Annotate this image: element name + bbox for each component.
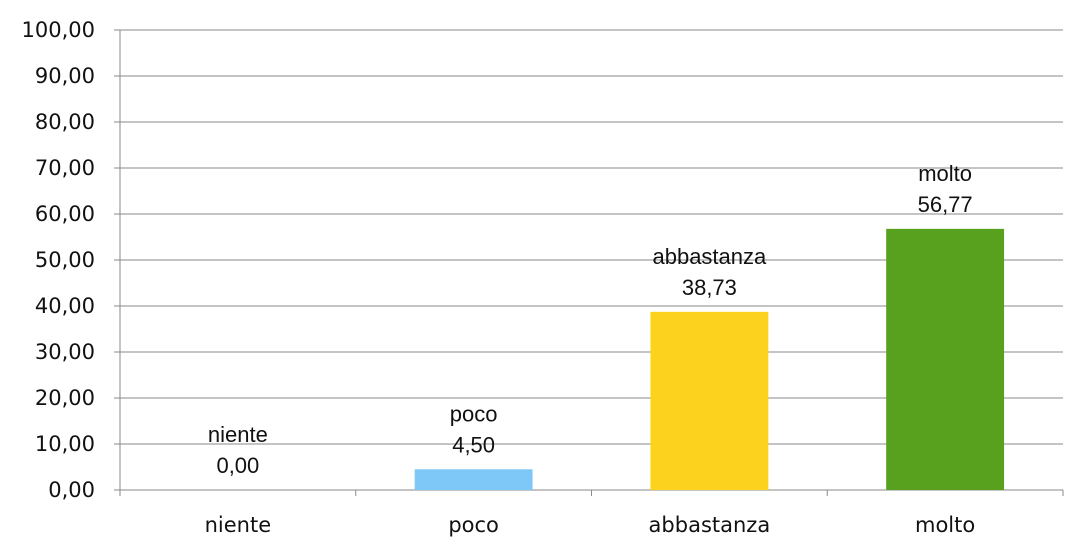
y-tick-label: 90,00 [35,64,95,88]
data-labels: niente 0,00 poco 4,50 abbastanza 38,73 molto 56… [208,161,973,478]
data-label-value: 38,73 [682,275,737,300]
data-label-value: 0,00 [216,453,259,478]
y-tick-label: 40,00 [35,294,95,318]
bar-poco [414,469,533,490]
bars [414,228,1005,490]
x-category-label: molto [915,513,975,537]
x-category-label: poco [448,513,499,537]
data-label-category: molto [918,161,972,186]
bar-abbastanza [650,311,769,490]
data-label-value: 4,50 [452,432,495,457]
bar-molto [886,228,1005,490]
data-label-value: 56,77 [918,192,973,217]
gridlines [120,29,1063,445]
y-tick-label: 60,00 [35,202,95,226]
y-tick-label: 50,00 [35,248,95,272]
y-tick-label: 20,00 [35,386,95,410]
data-label-category: abbastanza [652,244,767,269]
data-label-category: niente [208,422,268,447]
y-tick-labels: 0,00 10,00 20,00 30,00 40,00 50,00 60,00 70,00 8… [22,18,95,502]
y-tick-label: 0,00 [48,478,95,502]
data-label-category: poco [450,401,498,426]
x-category-label: abbastanza [649,513,771,537]
x-category-label: niente [205,513,272,537]
y-tick-label: 30,00 [35,340,95,364]
x-category-labels: niente poco abbastanza molto [205,513,976,537]
y-tick-label: 100,00 [22,18,95,42]
y-tick-label: 10,00 [35,432,95,456]
y-tick-label: 80,00 [35,110,95,134]
y-tick-label: 70,00 [35,156,95,180]
